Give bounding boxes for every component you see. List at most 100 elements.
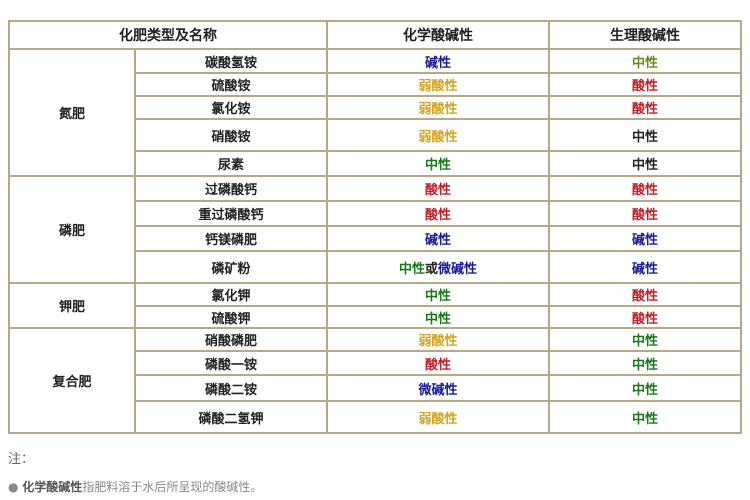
table-row: 硝酸铵 弱酸性 中性 <box>9 118 742 152</box>
phys-cell: 中性 <box>548 400 742 434</box>
note-item: ● 化学酸碱性指肥料溶于水后所呈现的酸碱性。 <box>8 480 263 494</box>
category-cell: 氮肥 <box>8 48 136 177</box>
table-header: 化肥类型及名称 化学酸碱性 生理酸碱性 <box>8 20 742 50</box>
phys-value: 酸性 <box>631 79 658 94</box>
table-row: 钙镁磷肥 碱性 碱性 <box>9 225 742 252</box>
chem-value: 中性 <box>398 261 425 277</box>
fertilizer-name: 氯化钾 <box>134 282 328 307</box>
phys-value: 中性 <box>631 334 658 349</box>
chem-value: 酸性 <box>424 208 451 223</box>
phys-value: 酸性 <box>631 289 658 304</box>
phys-cell: 中性 <box>548 48 742 74</box>
category-cell: 磷肥 <box>8 175 136 284</box>
table-row: 复合肥 硝酸磷肥 弱酸性 中性 <box>8 327 742 434</box>
phys-value: 碱性 <box>631 233 658 248</box>
phys-value: 酸性 <box>631 183 658 198</box>
fertilizer-name: 硫酸钾 <box>134 305 328 329</box>
note-text: 指肥料溶于水后所呈现的酸碱性。 <box>82 480 263 494</box>
phys-cell: 中性 <box>548 150 742 177</box>
chem-value: 中性 <box>424 289 451 304</box>
table-row: 重过磷酸钙 酸性 酸性 <box>9 200 742 227</box>
phys-cell: 中性 <box>548 327 742 352</box>
phys-value: 中性 <box>631 158 658 173</box>
chem-cell: 弱酸性 <box>326 400 550 434</box>
chem-cell: 酸性 <box>326 175 550 202</box>
table-row: 氮肥 碳酸氢铵 碱性 中性 <box>8 48 742 177</box>
phys-cell: 酸性 <box>548 282 742 307</box>
phys-cell: 中性 <box>548 350 742 376</box>
header-chem: 化学酸碱性 <box>326 20 550 50</box>
chem-cell: 中性或微碱性 <box>326 250 550 284</box>
chem-value: 酸性 <box>424 183 451 198</box>
header-name: 化肥类型及名称 <box>8 20 328 50</box>
table-row: 磷酸一铵 酸性 中性 <box>9 350 742 376</box>
chem-or: 或 <box>424 261 438 277</box>
chem-cell: 碱性 <box>326 225 550 252</box>
category-cell: 钾肥 <box>8 282 136 329</box>
fertilizer-name: 磷酸二氢钾 <box>134 400 328 434</box>
chem-cell: 弱酸性 <box>326 95 550 120</box>
phys-cell: 酸性 <box>548 200 742 227</box>
chem-cell: 中性 <box>326 282 550 307</box>
fertilizer-name: 硝酸铵 <box>134 118 328 152</box>
phys-value: 中性 <box>631 382 658 398</box>
chem-value: 弱酸性 <box>418 129 458 145</box>
table-row: 硫酸铵 弱酸性 酸性 <box>9 72 742 97</box>
phys-value: 酸性 <box>631 311 658 327</box>
chem-value: 弱酸性 <box>418 79 458 94</box>
phys-value: 中性 <box>631 357 658 373</box>
chem-value: 碱性 <box>424 55 451 71</box>
chem-cell: 中性 <box>326 305 550 329</box>
chem-value: 弱酸性 <box>418 334 458 349</box>
fertilizer-name: 重过磷酸钙 <box>134 200 328 227</box>
fertilizer-table: 化肥类型及名称 化学酸碱性 生理酸碱性 氮肥 碳酸氢铵 碱性 中性 硫酸铵 弱酸性 酸性 氯化… <box>8 20 742 434</box>
fertilizer-name: 过磷酸钙 <box>134 175 328 202</box>
chem-cell: 弱酸性 <box>326 118 550 152</box>
note-term: 化学酸碱性 <box>22 480 83 494</box>
table-row: 尿素 中性 中性 <box>9 150 742 177</box>
fertilizer-name: 氯化铵 <box>134 95 328 120</box>
phys-value: 酸性 <box>631 102 658 117</box>
chem-cell: 碱性 <box>326 48 550 74</box>
chem-extra: 微碱性 <box>438 261 478 277</box>
chem-cell: 微碱性 <box>326 374 550 402</box>
table-row: 磷酸二铵 微碱性 中性 <box>9 374 742 402</box>
phys-cell: 碱性 <box>548 225 742 252</box>
chem-cell: 弱酸性 <box>326 72 550 97</box>
table-row: 硫酸钾 中性 酸性 <box>9 305 742 329</box>
fertilizer-name: 硫酸铵 <box>134 72 328 97</box>
phys-cell: 碱性 <box>548 250 742 284</box>
fertilizer-name: 磷酸一铵 <box>134 350 328 376</box>
header-phys: 生理酸碱性 <box>548 20 742 50</box>
notes-title: 注： <box>8 452 35 467</box>
chem-value: 酸性 <box>424 357 451 373</box>
phys-value: 碱性 <box>631 261 658 277</box>
chem-value: 中性 <box>424 158 451 173</box>
phys-cell: 酸性 <box>548 72 742 97</box>
chem-cell: 中性 <box>326 150 550 177</box>
fertilizer-name: 钙镁磷肥 <box>134 225 328 252</box>
fertilizer-name: 尿素 <box>134 150 328 177</box>
chem-value: 弱酸性 <box>418 102 458 117</box>
chem-cell: 酸性 <box>326 200 550 227</box>
table-row: 磷矿粉 中性或微碱性 碱性 <box>9 250 742 284</box>
phys-cell: 酸性 <box>548 305 742 329</box>
fertilizer-name: 硝酸磷肥 <box>134 327 328 352</box>
phys-cell: 中性 <box>548 374 742 402</box>
chem-value: 弱酸性 <box>418 411 458 427</box>
category-cell: 复合肥 <box>8 327 136 434</box>
table-row: 钾肥 氯化钾 中性 酸性 <box>8 282 742 329</box>
phys-value: 酸性 <box>631 208 658 223</box>
phys-cell: 酸性 <box>548 95 742 120</box>
phys-cell: 酸性 <box>548 175 742 202</box>
phys-cell: 中性 <box>548 118 742 152</box>
phys-value: 中性 <box>631 129 658 145</box>
fertilizer-name: 碳酸氢铵 <box>134 48 328 74</box>
phys-value: 中性 <box>631 55 658 71</box>
table-row: 氯化铵 弱酸性 酸性 <box>9 95 742 120</box>
table-row: 磷肥 过磷酸钙 酸性 酸性 <box>8 175 742 284</box>
phys-value: 中性 <box>631 411 658 427</box>
table-row: 磷酸二氢钾 弱酸性 中性 <box>9 400 742 434</box>
chem-value: 中性 <box>424 311 451 327</box>
chem-value: 碱性 <box>424 233 451 248</box>
